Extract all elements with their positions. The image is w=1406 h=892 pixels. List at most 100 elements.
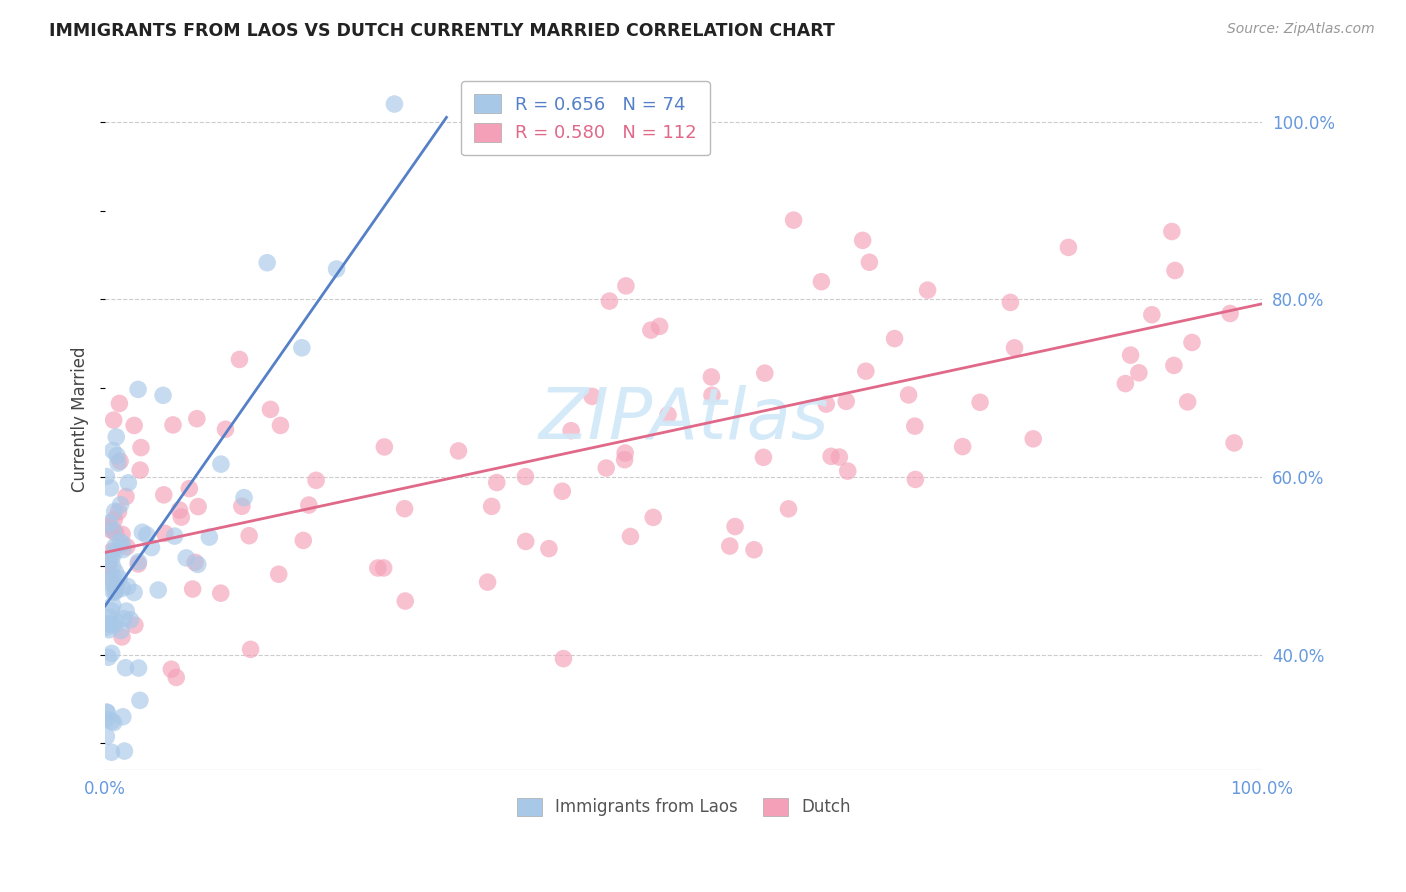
- Point: [515, 469, 537, 483]
- Legend: Immigrants from Laos, Dutch: Immigrants from Laos, Dutch: [509, 789, 859, 825]
- Point: [394, 594, 416, 608]
- Point: [228, 352, 250, 367]
- Point: [209, 586, 232, 600]
- Point: [1164, 263, 1187, 277]
- Point: [614, 279, 637, 293]
- Point: [100, 481, 122, 495]
- Text: Source: ZipAtlas.com: Source: ZipAtlas.com: [1227, 22, 1375, 37]
- Point: [298, 498, 321, 512]
- Point: [100, 523, 122, 537]
- Point: [291, 341, 314, 355]
- Point: [111, 710, 134, 724]
- Point: [103, 545, 125, 559]
- Point: [104, 565, 127, 579]
- Point: [97, 623, 120, 637]
- Point: [103, 585, 125, 599]
- Point: [1004, 341, 1026, 355]
- Point: [96, 705, 118, 719]
- Point: [107, 505, 129, 519]
- Point: [129, 441, 152, 455]
- Point: [1119, 348, 1142, 362]
- Point: [595, 461, 617, 475]
- Point: [643, 510, 665, 524]
- Point: [105, 449, 128, 463]
- Point: [148, 582, 170, 597]
- Point: [104, 540, 127, 554]
- Point: [325, 262, 347, 277]
- Point: [384, 97, 406, 112]
- Point: [111, 581, 134, 595]
- Point: [131, 525, 153, 540]
- Point: [165, 670, 187, 684]
- Point: [742, 542, 765, 557]
- Point: [952, 440, 974, 454]
- Point: [115, 604, 138, 618]
- Point: [124, 618, 146, 632]
- Point: [1057, 240, 1080, 254]
- Point: [105, 430, 128, 444]
- Point: [163, 529, 186, 543]
- Point: [754, 366, 776, 380]
- Point: [101, 559, 124, 574]
- Point: [835, 394, 858, 409]
- Point: [238, 529, 260, 543]
- Point: [96, 706, 118, 720]
- Point: [117, 580, 139, 594]
- Point: [104, 615, 127, 629]
- Point: [394, 501, 416, 516]
- Point: [537, 541, 560, 556]
- Point: [96, 616, 118, 631]
- Point: [97, 558, 120, 573]
- Point: [108, 396, 131, 410]
- Point: [1223, 436, 1246, 450]
- Point: [115, 490, 138, 504]
- Point: [231, 500, 253, 514]
- Point: [103, 577, 125, 591]
- Point: [98, 516, 121, 530]
- Point: [267, 567, 290, 582]
- Point: [619, 529, 641, 543]
- Point: [292, 533, 315, 548]
- Point: [114, 661, 136, 675]
- Point: [700, 388, 723, 402]
- Point: [110, 624, 132, 638]
- Point: [852, 233, 875, 247]
- Point: [598, 294, 620, 309]
- Point: [1000, 295, 1022, 310]
- Text: IMMIGRANTS FROM LAOS VS DUTCH CURRENTLY MARRIED CORRELATION CHART: IMMIGRANTS FROM LAOS VS DUTCH CURRENTLY …: [49, 22, 835, 40]
- Point: [112, 612, 135, 626]
- Point: [515, 534, 537, 549]
- Point: [239, 642, 262, 657]
- Point: [98, 617, 121, 632]
- Point: [782, 213, 804, 227]
- Point: [614, 446, 637, 460]
- Y-axis label: Currently Married: Currently Married: [72, 346, 89, 492]
- Point: [1128, 366, 1150, 380]
- Point: [100, 571, 122, 585]
- Point: [485, 475, 508, 490]
- Point: [815, 397, 838, 411]
- Point: [1163, 359, 1185, 373]
- Point: [97, 650, 120, 665]
- Point: [373, 561, 395, 575]
- Point: [103, 524, 125, 538]
- Point: [858, 255, 880, 269]
- Point: [97, 519, 120, 533]
- Point: [96, 620, 118, 634]
- Point: [169, 503, 191, 517]
- Point: [181, 582, 204, 596]
- Point: [96, 730, 118, 744]
- Point: [551, 484, 574, 499]
- Point: [778, 501, 800, 516]
- Point: [724, 519, 747, 533]
- Point: [111, 527, 134, 541]
- Point: [855, 364, 877, 378]
- Point: [101, 544, 124, 558]
- Point: [447, 444, 470, 458]
- Point: [108, 454, 131, 468]
- Point: [481, 500, 503, 514]
- Point: [101, 570, 124, 584]
- Point: [129, 463, 152, 477]
- Point: [170, 510, 193, 524]
- Point: [969, 395, 991, 409]
